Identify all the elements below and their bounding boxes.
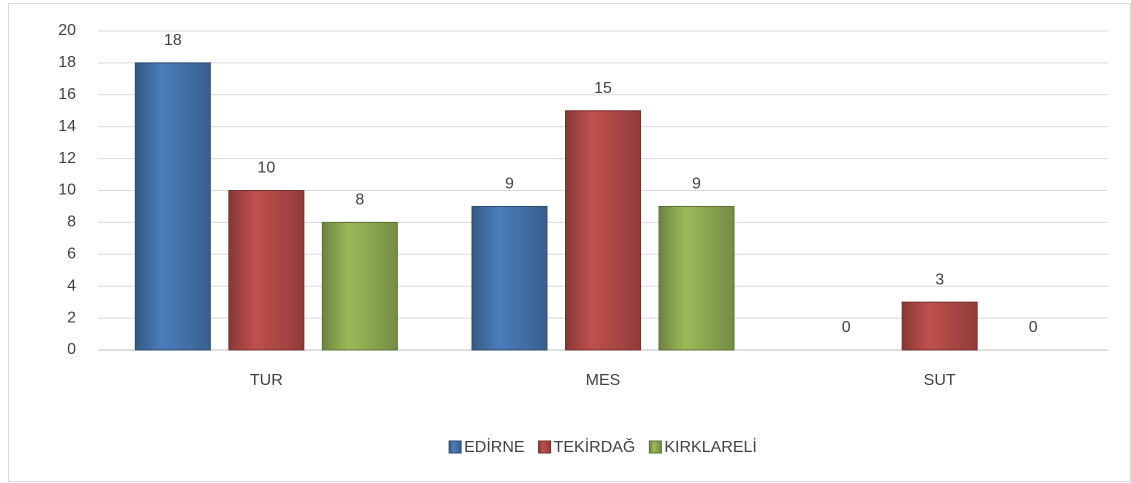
legend-swatch — [538, 440, 552, 454]
bar — [228, 190, 305, 351]
y-tick-label: 20 — [58, 22, 76, 39]
bar — [134, 62, 211, 351]
y-tick-label: 12 — [58, 150, 76, 167]
legend-label: KIRKLARELİ — [664, 437, 756, 456]
data-label: 3 — [935, 271, 944, 288]
bar — [565, 110, 641, 351]
y-tick-label: 6 — [67, 246, 76, 263]
data-label: 9 — [692, 176, 701, 193]
data-label: 8 — [355, 192, 364, 209]
data-label: 0 — [1029, 319, 1038, 336]
data-label: 18 — [164, 32, 182, 49]
data-label: 0 — [842, 319, 851, 336]
x-tick-label: SUT — [924, 372, 956, 389]
legend-swatch — [648, 440, 662, 454]
data-label: 10 — [257, 160, 275, 177]
x-tick-label: TUR — [250, 372, 283, 389]
y-tick-label: 16 — [58, 86, 76, 103]
y-tick-label: 2 — [67, 309, 76, 326]
y-tick-label: 14 — [58, 118, 76, 135]
bar — [901, 301, 978, 351]
bar — [658, 205, 735, 351]
bar — [471, 205, 548, 351]
legend-label: TEKİRDAĞ — [554, 437, 636, 456]
legend: EDİRNE TEKİRDAĞ KIRKLARELİ — [448, 437, 757, 456]
x-tick-label: MES — [586, 372, 621, 389]
data-label: 15 — [594, 80, 612, 97]
y-tick-label: 8 — [67, 214, 76, 231]
y-tick-label: 0 — [67, 341, 76, 358]
y-tick-label: 4 — [67, 277, 76, 294]
bar — [321, 221, 398, 351]
legend-label: EDİRNE — [464, 437, 524, 456]
y-tick-label: 18 — [58, 54, 76, 71]
legend-swatch — [448, 440, 462, 454]
y-tick-label: 10 — [58, 182, 76, 199]
data-label: 9 — [505, 176, 514, 193]
